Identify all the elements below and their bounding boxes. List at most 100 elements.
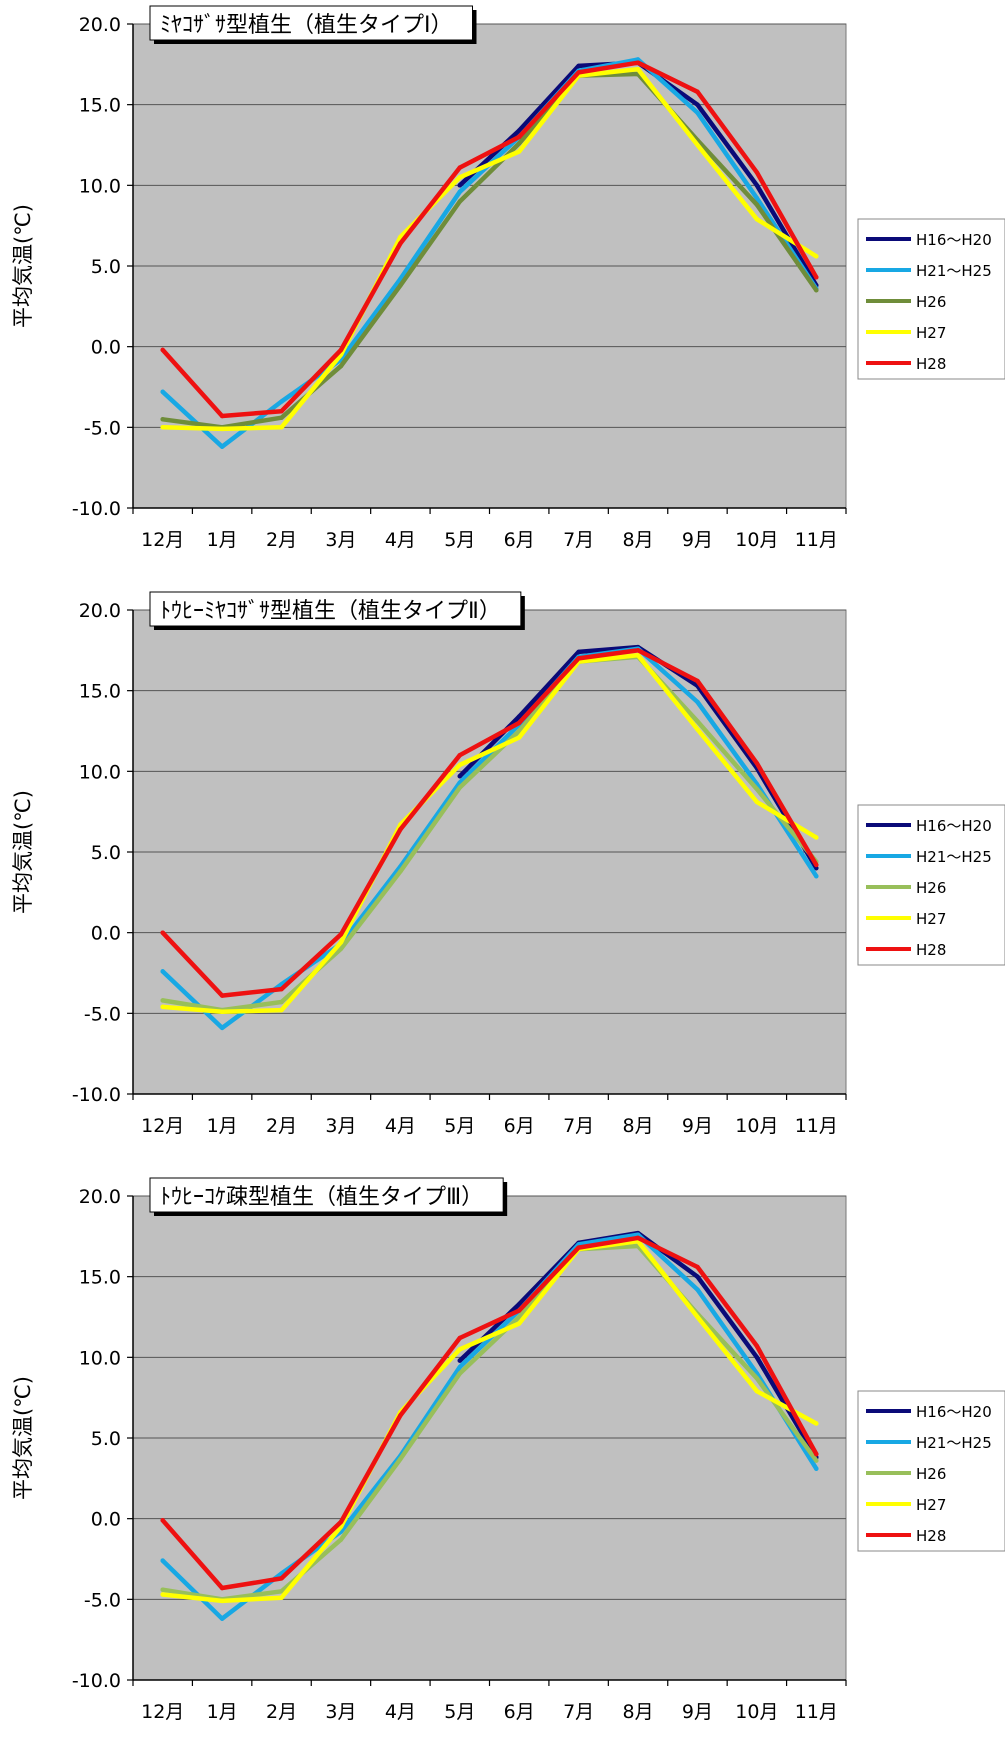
x-tick-label: 6月	[504, 1701, 535, 1723]
x-tick-label: 2月	[266, 1115, 297, 1137]
data-point	[279, 1007, 284, 1013]
data-point	[398, 241, 403, 246]
data-point	[457, 183, 462, 188]
data-point	[457, 785, 462, 790]
data-point	[279, 409, 284, 414]
data-point	[517, 128, 522, 133]
y-tick-label: 5.0	[91, 842, 121, 864]
legend-label: H26	[916, 293, 946, 311]
data-point	[695, 1274, 700, 1279]
data-point	[635, 648, 641, 653]
series-line-H26	[160, 1243, 819, 1602]
chart-vegetation-type-1: 20.0 15.0 10.0 5.0 0.0 -5.0 -10.0 12月 1月 2月 3月 4月 5月…	[11, 5, 1005, 551]
legend-label: H16～H20	[916, 817, 992, 835]
data-point	[457, 1347, 462, 1352]
data-point	[695, 1264, 700, 1270]
x-tick-label: 6月	[504, 1115, 535, 1137]
x-tick-label: 5月	[444, 529, 475, 551]
data-point	[219, 444, 225, 449]
x-tick-label: 4月	[385, 1115, 416, 1137]
y-tick-label: 20.0	[79, 1186, 121, 1208]
data-point	[754, 196, 760, 201]
data-point	[398, 869, 403, 874]
data-point	[517, 134, 522, 140]
x-tick-label: 10月	[735, 1701, 778, 1723]
data-point	[338, 932, 344, 937]
x-tick-label: 11月	[795, 529, 838, 551]
data-point	[160, 389, 165, 395]
data-point	[398, 1456, 403, 1462]
data-point	[754, 202, 760, 207]
series-line-H27	[160, 1238, 819, 1604]
series-line-H27	[160, 66, 819, 432]
data-point	[338, 1537, 344, 1542]
data-point	[814, 275, 819, 280]
data-point	[279, 425, 284, 430]
x-tick-label: 1月	[207, 1115, 238, 1137]
data-point	[219, 1598, 225, 1604]
title-box	[149, 5, 473, 41]
data-point	[695, 142, 700, 148]
data-point	[517, 1314, 522, 1320]
chart-title: ﾄｳﾋｰｺｹ疎型植生（植生タイプⅢ）	[160, 1185, 483, 1210]
data-point	[517, 141, 522, 146]
data-point	[219, 993, 225, 998]
data-point	[754, 183, 760, 188]
legend-label: H16～H20	[916, 1403, 992, 1421]
data-point	[814, 254, 819, 259]
series-line-H26	[160, 654, 819, 1013]
data-point	[398, 234, 403, 240]
data-point	[635, 652, 641, 658]
data-point	[695, 699, 700, 705]
chart-vegetation-type-2: 20.0 15.0 10.0 5.0 0.0 -5.0 -10.0 12月 1月 2月 3月 4月 5月…	[11, 591, 1005, 1137]
x-tick-label: 12月	[141, 1701, 184, 1723]
x-tick-label: 11月	[795, 1115, 838, 1137]
y-tick-label: -5.0	[84, 417, 121, 439]
data-point	[576, 1245, 581, 1250]
series-line-H28	[160, 1235, 819, 1591]
data-point	[517, 1301, 522, 1307]
x-tick-label: 10月	[735, 529, 778, 551]
x-tick-label: 12月	[141, 529, 184, 551]
data-point	[219, 426, 225, 432]
legend-label: H28	[916, 355, 946, 373]
y-tick-label: 0.0	[91, 923, 121, 945]
x-tick-label: 8月	[622, 529, 653, 551]
data-point	[398, 1413, 403, 1418]
data-point	[160, 998, 165, 1003]
x-tick-label: 11月	[795, 1701, 838, 1723]
data-point	[160, 1004, 165, 1010]
x-tick-label: 3月	[325, 1115, 356, 1137]
data-point	[635, 1235, 641, 1241]
chart-title: ﾄｳﾋｰﾐﾔｺｻﾞｻ型植生（植生タイプⅡ）	[160, 599, 501, 624]
y-tick-label: -10.0	[72, 498, 121, 520]
chart-vegetation-type-3: 20.0 15.0 10.0 5.0 0.0 -5.0 -10.0 12月 1月 2月 3月 4月 5月…	[11, 1177, 1005, 1723]
title-box	[149, 1177, 504, 1213]
y-tick-label: -10.0	[72, 1670, 121, 1692]
x-tick-label: 12月	[141, 1115, 184, 1137]
data-point	[160, 1518, 165, 1523]
legend-label: H21～H25	[916, 848, 992, 866]
y-tick-label: 20.0	[79, 14, 121, 36]
data-point	[160, 347, 165, 353]
data-point	[219, 413, 225, 419]
data-point	[814, 1421, 819, 1426]
data-point	[457, 773, 462, 779]
data-point	[457, 199, 462, 204]
legend-label: H26	[916, 879, 946, 897]
data-point	[160, 1558, 165, 1563]
data-point	[160, 1587, 165, 1592]
data-point	[695, 102, 700, 107]
y-axis-label: 平均気温(℃)	[11, 790, 35, 914]
x-tick-label: 2月	[266, 529, 297, 551]
x-tick-label: 1月	[207, 529, 238, 551]
data-point	[398, 283, 403, 288]
x-tick-label: 7月	[563, 529, 594, 551]
series-line-H26	[160, 71, 819, 430]
series-line-H28	[160, 60, 819, 419]
data-point	[695, 678, 700, 684]
data-point	[338, 940, 344, 945]
y-tick-label: 10.0	[79, 1347, 121, 1369]
data-point	[517, 149, 522, 154]
y-tick-label: 15.0	[79, 95, 121, 117]
